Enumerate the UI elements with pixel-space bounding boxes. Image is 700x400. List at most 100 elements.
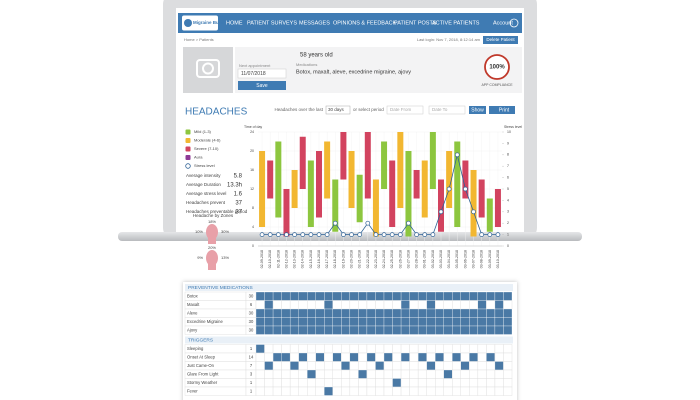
show-button-label[interactable]: Show (471, 107, 484, 113)
day-cell (409, 291, 419, 301)
save-button-label[interactable]: Save (256, 83, 268, 89)
nav-link[interactable]: PATIENT POSTS (394, 20, 437, 26)
day-cell (272, 352, 282, 362)
headache-bar (364, 132, 371, 199)
account-icon[interactable] (509, 18, 519, 28)
day-cell (503, 386, 513, 396)
x-tick-label: 02-23-2018 (374, 250, 378, 268)
day-cell (264, 317, 274, 327)
day-cell (426, 300, 436, 310)
day-cell (409, 378, 419, 388)
print-button-label[interactable]: Print (499, 107, 510, 113)
date-to[interactable]: Date To (432, 107, 448, 112)
day-cell (426, 352, 436, 362)
next-appointment[interactable]: 11/07/2018 (241, 71, 266, 77)
headache-bar (405, 151, 412, 237)
day-cell (452, 378, 461, 388)
headache-bar (454, 141, 461, 227)
legend-label: Mild (1-3) (194, 129, 212, 134)
y2-tick-label: 10 (507, 130, 511, 134)
day-cell (409, 352, 419, 362)
day-cell (281, 291, 291, 301)
table-header (185, 336, 513, 344)
nav-link[interactable]: OPINIONS & FEEDBACK (333, 20, 397, 26)
photo-placeholder[interactable] (183, 47, 233, 93)
show-button[interactable] (469, 106, 486, 114)
logo-box[interactable] (182, 15, 218, 31)
print-button[interactable] (489, 106, 515, 114)
breadcrumb[interactable]: Home > Patients (184, 37, 214, 42)
row-count: 30 (249, 310, 254, 315)
nav-link[interactable]: ACTIVE PATIENTS (432, 20, 480, 26)
day-cell (400, 352, 410, 362)
table-title: PREVENTIVE MEDICATIONS (188, 285, 253, 291)
row-count: 30 (249, 319, 254, 324)
day-cell (281, 317, 291, 327)
day-cell (375, 352, 385, 362)
day-cell (324, 291, 333, 301)
day-cell (349, 300, 359, 310)
day-cell (255, 344, 265, 354)
stress-point (365, 220, 371, 226)
day-cell (349, 291, 359, 301)
y2-tick-label: 1 (507, 233, 509, 237)
day-cell (443, 317, 453, 327)
next-appointment-label: Next appointment (239, 63, 271, 68)
day-cell (358, 378, 368, 388)
zone-label: 13% (221, 255, 229, 260)
day-cell (383, 317, 393, 327)
day-cell (443, 291, 453, 301)
period[interactable]: 30 days (328, 107, 345, 112)
day-cell (383, 300, 393, 310)
nav-link[interactable]: MESSAGES (299, 20, 330, 26)
row-name: Botox (187, 293, 199, 298)
nav-link[interactable]: PATIENT SURVEYS (247, 20, 297, 26)
day-cell (400, 344, 410, 354)
day-cell (324, 325, 333, 335)
x-tick-label: 02-09-2018 (260, 250, 264, 268)
delete-button-label[interactable]: Delete Patient (486, 37, 515, 42)
period-select[interactable] (325, 105, 351, 115)
day-cell (349, 317, 359, 327)
day-cell (383, 344, 393, 354)
row-count: 30 (249, 327, 254, 332)
day-cell (349, 352, 359, 362)
x-tick-label: 02-19-2018 (341, 250, 345, 268)
day-cell (443, 300, 453, 310)
day-cell (289, 378, 299, 388)
delete-button[interactable] (483, 36, 518, 44)
day-cell (255, 300, 265, 310)
x-tick-label: 02-18-2018 (333, 250, 337, 268)
stress-point (259, 232, 265, 237)
appointment-input[interactable] (237, 68, 287, 79)
day-cell (426, 378, 436, 388)
date-to-input[interactable] (428, 105, 466, 115)
day-cell (375, 317, 385, 327)
day-cell (494, 378, 504, 388)
date-from-input[interactable] (386, 105, 424, 115)
stat-value: 37 (235, 210, 242, 216)
day-cell (486, 369, 496, 379)
day-cell (264, 386, 274, 396)
date-from[interactable]: Date From (390, 107, 412, 112)
nav-link[interactable]: HOME (226, 20, 243, 26)
day-cell (272, 308, 282, 318)
save-button[interactable] (238, 81, 286, 90)
x-tick-label: 02-22-2018 (366, 250, 370, 268)
day-cell (460, 300, 470, 310)
headache-bar (267, 160, 274, 199)
day-cell (255, 308, 265, 318)
day-cell (341, 386, 351, 396)
day-cell (503, 361, 513, 371)
day-cell (375, 378, 385, 388)
day-cell (477, 361, 487, 371)
day-cell (255, 386, 265, 396)
account-link[interactable]: Account (493, 20, 513, 26)
day-cell (417, 352, 427, 362)
day-cell (375, 369, 385, 379)
day-cell (349, 361, 359, 371)
day-cell (375, 344, 385, 354)
day-cell (315, 386, 325, 396)
day-cell (255, 378, 265, 388)
y-tick-label: 4 (252, 225, 254, 229)
